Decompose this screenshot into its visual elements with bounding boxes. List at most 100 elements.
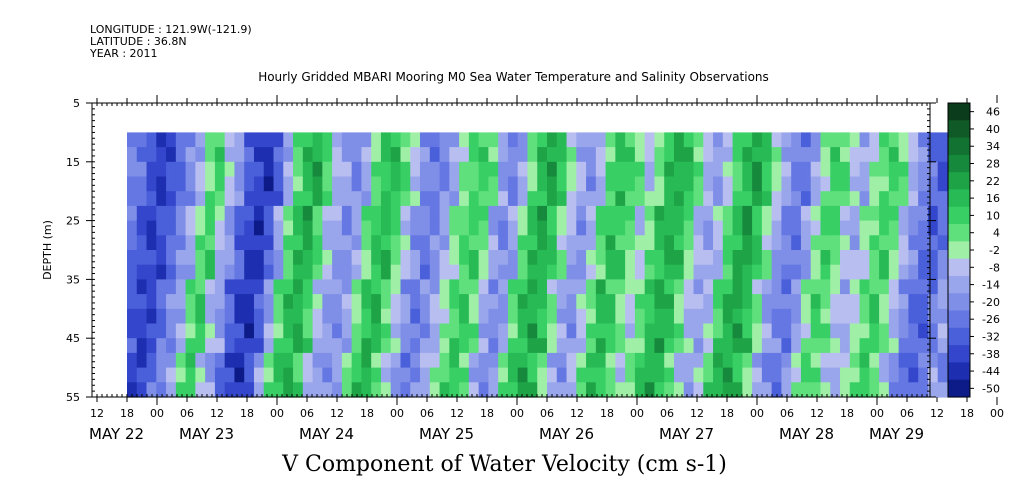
heatmap-cell — [410, 176, 421, 192]
heatmap-cell — [302, 294, 314, 310]
heatmap-cell — [849, 367, 861, 383]
heatmap-cell — [654, 147, 665, 163]
heatmap-cell — [879, 220, 890, 236]
heatmap-cell — [888, 176, 900, 192]
heatmap-cell — [664, 235, 675, 251]
heatmap-cell — [566, 264, 577, 280]
heatmap-cell — [517, 352, 529, 369]
heatmap-cell — [175, 132, 187, 148]
heatmap-cell — [244, 235, 255, 251]
heatmap-cell — [459, 264, 470, 280]
heatmap-cell — [283, 161, 294, 178]
x-tick-label: 00 — [270, 407, 284, 420]
x-tick-label: 06 — [900, 407, 914, 420]
heatmap-cell — [390, 250, 402, 266]
heatmap-cell — [625, 338, 636, 354]
heatmap-cell — [625, 352, 636, 369]
heatmap-cell — [576, 191, 587, 207]
heatmap-cell — [693, 176, 704, 192]
heatmap-cell — [468, 132, 480, 148]
heatmap-cell — [732, 338, 743, 354]
heatmap-cell — [722, 308, 734, 325]
heatmap-cell — [205, 323, 216, 339]
heatmap-cell — [547, 279, 558, 295]
heatmap-cell — [547, 250, 558, 266]
heatmap-cell — [586, 147, 597, 163]
heatmap-cell — [244, 176, 255, 192]
heatmap-cell — [488, 352, 499, 369]
heatmap-cell — [429, 294, 441, 310]
heatmap-cell — [361, 367, 372, 383]
heatmap-cell — [127, 132, 138, 148]
heatmap-cell — [283, 367, 294, 383]
heatmap-cell — [869, 147, 880, 163]
heatmap-cell — [820, 338, 831, 354]
heatmap-cell — [517, 176, 529, 192]
heatmap-cell — [722, 147, 734, 163]
heatmap-cell — [820, 205, 831, 222]
heatmap-cell — [703, 191, 714, 207]
heatmap-cell — [507, 352, 519, 369]
heatmap-cell — [830, 308, 841, 325]
heatmap-cell — [478, 235, 489, 251]
heatmap-cell — [195, 235, 206, 251]
x-tick-label: 12 — [330, 407, 344, 420]
heatmap-cell — [400, 323, 411, 339]
heatmap-cell — [420, 220, 431, 236]
heatmap-cell — [214, 161, 226, 178]
heatmap-cell — [371, 308, 382, 325]
heatmap-cell — [840, 367, 851, 383]
heatmap-cell — [273, 338, 284, 354]
heatmap-cell — [371, 264, 382, 280]
heatmap-cell — [830, 338, 841, 354]
heatmap-cell — [556, 367, 568, 383]
x-tick-label: 18 — [960, 407, 974, 420]
heatmap-cell — [859, 235, 870, 251]
x-tick-label: 00 — [510, 407, 524, 420]
heatmap-cell — [166, 352, 177, 369]
heatmap-cell — [156, 205, 167, 222]
heatmap-cell — [127, 235, 138, 251]
heatmap-cell — [595, 264, 607, 280]
heatmap-cell — [478, 176, 489, 192]
heatmap-cell — [615, 147, 626, 163]
heatmap-cell — [830, 294, 841, 310]
heatmap-cell — [683, 308, 695, 325]
heatmap-cell — [879, 352, 890, 369]
heatmap-cell — [722, 323, 734, 339]
heatmap-cell — [449, 176, 460, 192]
heatmap-cell — [849, 352, 861, 369]
heatmap-cell — [263, 235, 275, 251]
heatmap-cell — [351, 382, 363, 398]
heatmap-cell — [537, 132, 548, 148]
heatmap-cell — [136, 235, 148, 251]
heatmap-cell — [429, 264, 441, 280]
heatmap-cell — [761, 338, 773, 354]
heatmap-cell — [615, 352, 626, 369]
heatmap-cell — [244, 323, 255, 339]
heatmap-cell — [312, 323, 323, 339]
heatmap-cell — [840, 352, 851, 369]
heatmap-cell — [908, 191, 919, 207]
heatmap-cell — [556, 220, 568, 236]
heatmap-cell — [224, 250, 236, 266]
heatmap-cell — [595, 250, 607, 266]
heatmap-cell — [927, 323, 939, 339]
heatmap-cell — [879, 205, 890, 222]
y-tick-label: 35 — [66, 273, 80, 286]
heatmap-cell — [273, 294, 284, 310]
heatmap-cell — [576, 279, 587, 295]
heatmap-cell — [322, 382, 333, 398]
heatmap-cell — [136, 338, 148, 354]
heatmap-cell — [937, 264, 949, 280]
heatmap-cell — [644, 367, 656, 383]
heatmap-cell — [771, 367, 783, 383]
heatmap-cell — [918, 191, 929, 207]
heatmap-cell — [400, 352, 411, 369]
heatmap-cell — [879, 191, 890, 207]
heatmap-cell — [166, 205, 177, 222]
heatmap-cell — [791, 205, 802, 222]
heatmap-cell — [224, 205, 236, 222]
heatmap-cell — [547, 132, 558, 148]
